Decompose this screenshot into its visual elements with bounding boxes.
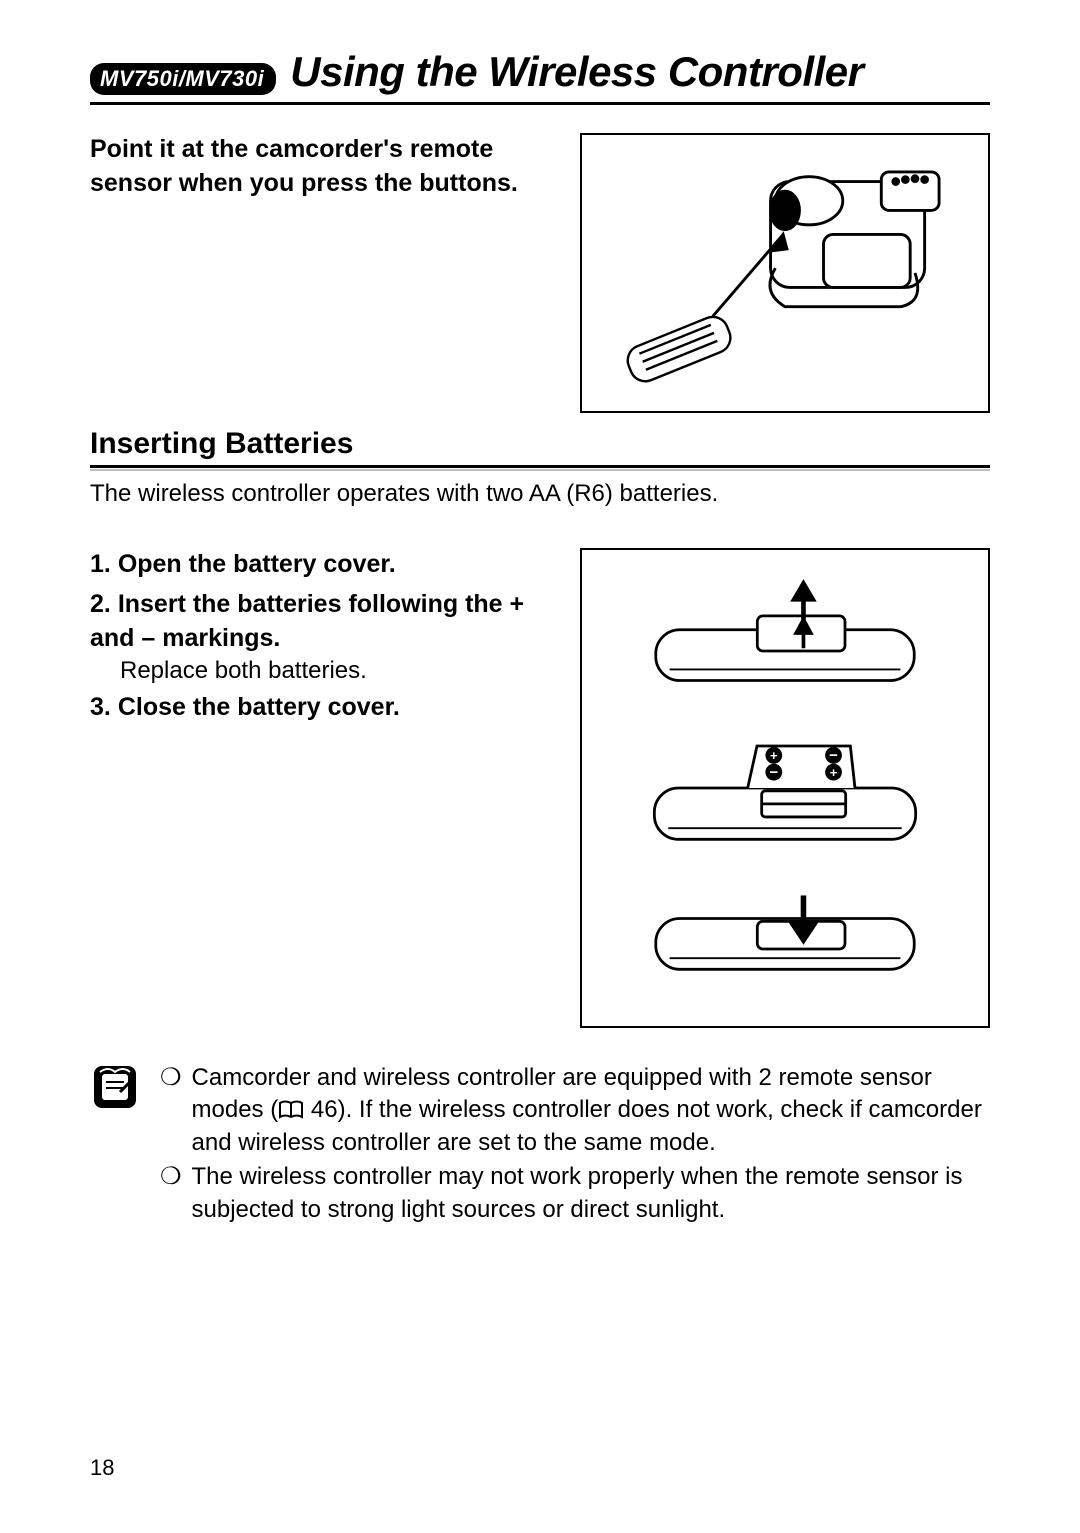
note-item-2: ❍ The wireless controller may not work p…	[160, 1161, 990, 1226]
svg-text:+: +	[770, 748, 778, 763]
step-2: 2. Insert the batteries following the + …	[90, 588, 550, 686]
intro-text: Point it at the camcorder's remote senso…	[90, 133, 550, 413]
intro-row: Point it at the camcorder's remote senso…	[90, 133, 990, 413]
step-text: Close the battery cover.	[118, 693, 400, 721]
step-num: 3.	[90, 693, 111, 721]
remote-batteries-icon: + − − +	[615, 718, 955, 858]
svg-text:−: −	[829, 747, 838, 764]
note-item-1: ❍ Camcorder and wireless controller are …	[160, 1062, 990, 1159]
remote-open-icon	[615, 579, 955, 699]
camcorder-svg-icon	[590, 143, 980, 403]
notes-section: ❍ Camcorder and wireless controller are …	[90, 1062, 990, 1228]
steps-list: 1. Open the battery cover. 2. Insert the…	[90, 548, 550, 1028]
step-1: 1. Open the battery cover.	[90, 548, 550, 582]
step-num: 1.	[90, 550, 111, 578]
step-num: 2.	[90, 590, 111, 618]
section-heading: Inserting Batteries	[90, 427, 990, 468]
camcorder-illustration	[580, 133, 990, 413]
svg-text:+: +	[830, 765, 838, 780]
note-text: The wireless controller may not work pro…	[192, 1161, 990, 1226]
note-text: Camcorder and wireless controller are eq…	[192, 1062, 990, 1159]
bullet-icon: ❍	[160, 1062, 182, 1159]
model-badge: MV750i/MV730i	[90, 63, 276, 95]
title-row: MV750i/MV730i Using the Wireless Control…	[90, 48, 990, 105]
notepad-icon	[90, 1062, 140, 1112]
step-text: Insert the batteries following the + and…	[90, 590, 524, 652]
steps-row: 1. Open the battery cover. 2. Insert the…	[90, 548, 990, 1028]
step-subtext: Replace both batteries.	[120, 657, 550, 685]
remote-close-icon	[615, 877, 955, 997]
page-title: Using the Wireless Controller	[290, 48, 863, 96]
manual-page: MV750i/MV730i Using the Wireless Control…	[0, 0, 1080, 1533]
notes-list: ❍ Camcorder and wireless controller are …	[160, 1062, 990, 1228]
step-3: 3. Close the battery cover.	[90, 691, 550, 725]
page-number: 18	[90, 1455, 114, 1481]
step-text: Open the battery cover.	[118, 550, 396, 578]
bullet-icon: ❍	[160, 1161, 182, 1226]
section-description: The wireless controller operates with tw…	[90, 480, 990, 508]
book-ref-icon	[278, 1100, 304, 1120]
battery-illustration: + − − +	[580, 548, 990, 1028]
svg-text:−: −	[769, 764, 778, 781]
